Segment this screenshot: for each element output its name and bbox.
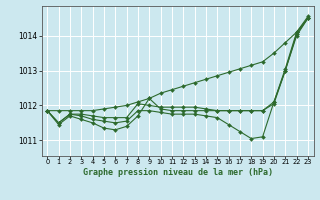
X-axis label: Graphe pression niveau de la mer (hPa): Graphe pression niveau de la mer (hPa) — [83, 168, 273, 177]
